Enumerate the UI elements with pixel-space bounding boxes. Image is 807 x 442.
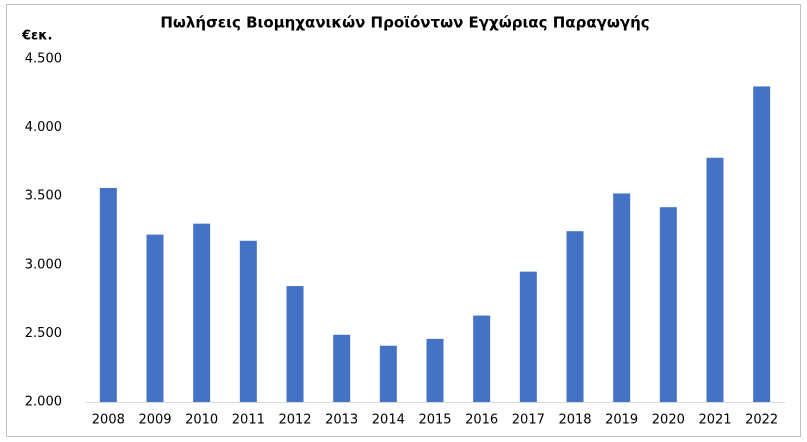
x-tick-label: 2009	[138, 413, 171, 428]
bar	[99, 187, 117, 402]
bar	[193, 223, 211, 402]
x-tick-label: 2019	[605, 413, 638, 428]
x-tick-label: 2011	[232, 413, 265, 428]
bar	[706, 157, 724, 402]
x-tick-label: 2014	[372, 413, 405, 428]
bar	[379, 345, 397, 402]
y-tick-label: 4.000	[25, 120, 62, 135]
bar	[239, 240, 257, 402]
x-tick-label: 2010	[185, 413, 218, 428]
x-tick-label: 2017	[512, 413, 545, 428]
x-tick-label: 2008	[92, 413, 125, 428]
x-tick-label: 2012	[278, 413, 311, 428]
y-tick-label: 3.500	[25, 189, 62, 204]
x-tick-label: 2018	[558, 413, 591, 428]
bar	[333, 334, 351, 402]
bar	[426, 338, 444, 402]
bar	[286, 286, 304, 402]
bar	[659, 207, 677, 402]
bar	[146, 234, 164, 402]
chart-border	[6, 4, 801, 437]
x-tick-label: 2021	[698, 413, 731, 428]
bar	[473, 315, 491, 402]
x-tick-label: 2022	[745, 413, 778, 428]
x-tick-label: 2016	[465, 413, 498, 428]
y-tick-label: 3.000	[25, 257, 62, 272]
bar	[566, 231, 584, 402]
y-tick-label: 2.000	[25, 395, 62, 410]
x-tick-label: 2020	[652, 413, 685, 428]
y-tick-label: 4.500	[25, 52, 62, 67]
x-tick-label: 2013	[325, 413, 358, 428]
chart-title: Πωλήσεις Βιομηχανικών Προϊόντων Εγχώριας…	[160, 14, 649, 32]
x-tick-label: 2015	[418, 413, 451, 428]
bar	[519, 271, 537, 402]
bar	[753, 86, 771, 402]
y-axis-label: €εκ.	[21, 29, 52, 44]
bar	[613, 193, 631, 402]
y-tick-label: 2.500	[25, 326, 62, 341]
